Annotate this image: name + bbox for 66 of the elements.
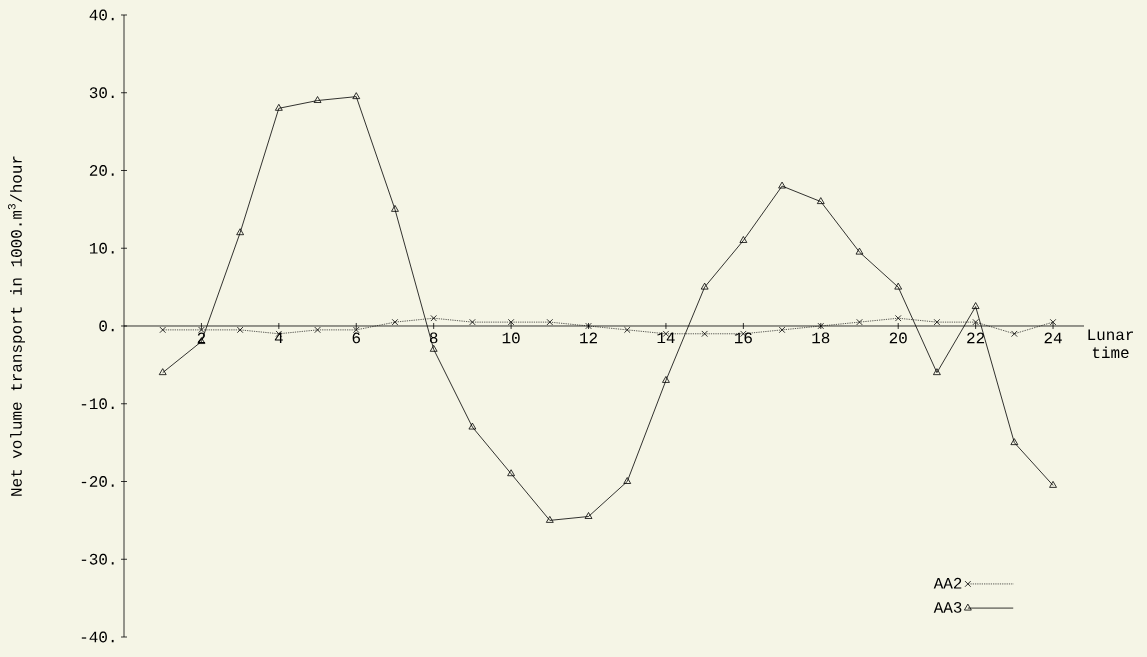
point xyxy=(585,322,592,330)
x-tick-label: 4 xyxy=(274,332,283,344)
y-tick-label: 30. xyxy=(89,87,114,99)
x-axis-title: Lunar time xyxy=(1088,329,1133,359)
point xyxy=(584,512,593,519)
y-tick-label: -40. xyxy=(81,631,114,643)
point xyxy=(507,318,515,326)
y-tick-label: -30. xyxy=(81,553,114,565)
point xyxy=(894,282,903,290)
x-tick-label: 24 xyxy=(1044,332,1062,344)
point xyxy=(546,318,554,326)
x-tick-label: 8 xyxy=(429,332,438,344)
y-tick-label: 40. xyxy=(89,9,114,21)
point xyxy=(1010,438,1019,446)
point xyxy=(778,326,786,334)
point xyxy=(972,318,979,326)
x-tick-label: 14 xyxy=(657,332,675,344)
point xyxy=(1049,480,1057,488)
point xyxy=(352,92,361,100)
x-tick-label: 16 xyxy=(734,332,752,344)
point xyxy=(855,247,864,255)
point xyxy=(701,330,708,337)
x-tick-label: 18 xyxy=(812,332,830,344)
x-tick-label: 10 xyxy=(502,332,520,344)
y-tick-label: 10. xyxy=(89,242,114,254)
point xyxy=(739,236,748,243)
point xyxy=(236,228,244,236)
point xyxy=(856,318,863,326)
point xyxy=(429,344,438,352)
point xyxy=(468,422,477,430)
point xyxy=(313,96,322,103)
point xyxy=(507,469,515,477)
y-axis-title: Net volume transport in 1000.m$^{3}$/hour xyxy=(7,156,25,496)
y-tick-label: 0. xyxy=(99,320,114,332)
point xyxy=(933,318,941,326)
point xyxy=(700,282,709,290)
point xyxy=(430,314,437,322)
point xyxy=(469,318,476,326)
point xyxy=(624,326,631,334)
point xyxy=(623,477,632,484)
point xyxy=(391,318,399,326)
y-tick-label: -10. xyxy=(81,398,114,410)
point xyxy=(1011,330,1018,337)
point xyxy=(159,326,166,334)
point xyxy=(314,326,321,334)
point xyxy=(274,103,283,111)
legend-label: AA3 xyxy=(933,602,962,613)
point xyxy=(971,302,980,309)
legend-label: AA2 xyxy=(933,577,962,589)
point xyxy=(662,376,670,383)
point xyxy=(236,326,244,334)
point xyxy=(391,204,399,212)
point xyxy=(778,181,786,189)
point xyxy=(545,515,554,523)
y-tick-label: 20. xyxy=(89,165,114,176)
point xyxy=(817,322,825,330)
point xyxy=(158,368,167,376)
x-tick-label: 22 xyxy=(967,332,985,344)
x-tick-label: 6 xyxy=(352,332,361,344)
point xyxy=(933,368,941,376)
x-tick-label: 20 xyxy=(889,332,907,344)
x-tick-label: 12 xyxy=(580,332,597,344)
y-tick-label: -20. xyxy=(81,476,114,487)
point xyxy=(894,314,902,322)
point xyxy=(816,197,825,204)
point xyxy=(1049,318,1057,326)
